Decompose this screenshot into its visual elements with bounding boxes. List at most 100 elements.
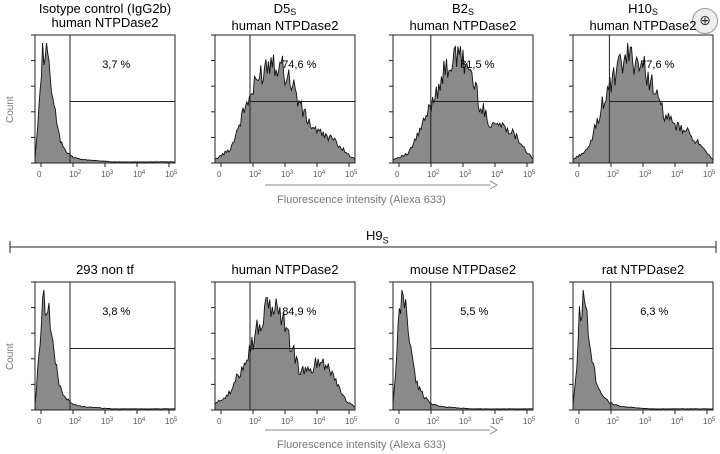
panel-title-main: mouse NTPDase2 bbox=[409, 262, 517, 277]
x-tick-exponent: 2 bbox=[78, 417, 82, 423]
x-tick-label: 105 bbox=[165, 170, 178, 179]
panel-title-line2: human NTPDase2 bbox=[409, 18, 517, 33]
x-axis-arrow-head-1 bbox=[489, 180, 499, 190]
x-tick-label: 102 bbox=[249, 417, 262, 426]
x-tick-label: 103 bbox=[281, 417, 294, 426]
panel-title-subscript: S bbox=[467, 7, 474, 17]
histogram-area bbox=[392, 45, 534, 164]
x-tick-label: 0 bbox=[575, 417, 580, 426]
x-tick-label: 0 bbox=[575, 170, 580, 179]
panel-title-subscript: S bbox=[290, 7, 297, 17]
x-tick-label: 105 bbox=[703, 170, 716, 179]
gate-percent-label: 81,5 % bbox=[460, 59, 495, 71]
x-tick-exponent: 2 bbox=[258, 417, 262, 423]
x-tick-label: 104 bbox=[491, 417, 504, 426]
x-tick-label: 0 bbox=[395, 417, 400, 426]
x-tick-label: 103 bbox=[459, 170, 472, 179]
panel-title: D5S human NTPDase2 bbox=[185, 2, 385, 33]
x-tick-label: 102 bbox=[607, 417, 620, 426]
x-tick-exponent: 2 bbox=[258, 170, 262, 176]
x-axis-label-bottom: Fluorescence intensity (Alexa 633) bbox=[277, 439, 446, 451]
histogram-panel-4: 0 102 103 104 105 bbox=[569, 34, 716, 179]
x-tick-label: 104 bbox=[671, 170, 684, 179]
histogram-area bbox=[34, 42, 176, 164]
x-tick-label: 0 bbox=[217, 170, 222, 179]
gate-percent-label: 77,6 % bbox=[640, 59, 675, 71]
panel-title: 293 non tf bbox=[5, 263, 205, 277]
x-tick-label: 104 bbox=[671, 417, 684, 426]
panel-title-line1: D5S bbox=[185, 2, 385, 19]
x-tick-exponent: 3 bbox=[110, 170, 114, 176]
gate-percent-label: 5,5 % bbox=[460, 306, 489, 318]
x-tick-label: 103 bbox=[101, 170, 114, 179]
panel-title: B2S human NTPDase2 bbox=[363, 2, 563, 33]
group-label: H9S bbox=[366, 228, 389, 246]
x-tick-exponent: 3 bbox=[648, 417, 652, 423]
x-axis-arrow-head-2 bbox=[489, 425, 499, 435]
x-tick-label: 104 bbox=[313, 170, 326, 179]
panel-title-main: human NTPDase2 bbox=[231, 262, 339, 277]
panel-title-line1: rat NTPDase2 bbox=[543, 263, 720, 277]
x-tick-exponent: 3 bbox=[468, 417, 472, 423]
panel-title-line2: human NTPDase2 bbox=[231, 18, 339, 33]
x-tick-exponent: 5 bbox=[532, 170, 536, 176]
x-tick-exponent: 2 bbox=[616, 417, 620, 423]
x-tick-label: 102 bbox=[69, 417, 82, 426]
x-tick-exponent: 4 bbox=[322, 417, 326, 423]
histogram-panel-7: 0 102 103 104 105 bbox=[389, 281, 536, 426]
x-tick-exponent: 2 bbox=[78, 170, 82, 176]
x-tick-exponent: 2 bbox=[616, 170, 620, 176]
gate-percent-label: 6,3 % bbox=[640, 306, 669, 318]
x-tick-label: 105 bbox=[165, 417, 178, 426]
x-tick-exponent: 5 bbox=[174, 417, 178, 423]
x-tick-label: 0 bbox=[217, 417, 222, 426]
x-tick-exponent: 4 bbox=[142, 417, 146, 423]
gate-percent-label: 84,9 % bbox=[282, 306, 317, 318]
group-label-sub: S bbox=[382, 235, 389, 246]
histogram-panel-5: 0 102 103 104 105 bbox=[31, 281, 178, 426]
histogram-panel-3: 0 102 103 104 105 bbox=[389, 34, 536, 179]
x-tick-label: 103 bbox=[281, 170, 294, 179]
panel-title-line1: H10S bbox=[543, 2, 720, 19]
x-tick-label: 102 bbox=[427, 170, 440, 179]
histogram-area bbox=[572, 289, 714, 411]
gate-percent-label: 3,8 % bbox=[102, 306, 131, 318]
x-tick-exponent: 4 bbox=[322, 170, 326, 176]
x-tick-label: 103 bbox=[639, 417, 652, 426]
x-tick-exponent: 4 bbox=[500, 417, 504, 423]
zoom-in-icon[interactable]: ⊕ bbox=[692, 8, 718, 34]
y-axis-label: Count bbox=[5, 343, 16, 370]
x-tick-label: 105 bbox=[523, 417, 536, 426]
x-tick-label: 104 bbox=[491, 170, 504, 179]
x-tick-exponent: 5 bbox=[712, 170, 716, 176]
panel-title-line2: human NTPDase2 bbox=[51, 15, 159, 30]
x-tick-label: 104 bbox=[313, 417, 326, 426]
panel-title-line1: human NTPDase2 bbox=[185, 263, 385, 277]
histogram-area bbox=[392, 289, 534, 411]
x-tick-label: 102 bbox=[427, 417, 440, 426]
histogram-area bbox=[572, 42, 714, 164]
y-axis-label: Count bbox=[5, 96, 16, 123]
x-tick-exponent: 5 bbox=[174, 170, 178, 176]
x-tick-label: 103 bbox=[639, 170, 652, 179]
panel-title-subscript: S bbox=[651, 7, 658, 17]
group-label-main: H9 bbox=[366, 228, 383, 243]
panel-title-line1: B2S bbox=[363, 2, 563, 19]
x-tick-label: 102 bbox=[69, 170, 82, 179]
x-tick-exponent: 5 bbox=[354, 170, 358, 176]
x-tick-label: 102 bbox=[607, 170, 620, 179]
x-tick-label: 105 bbox=[345, 417, 358, 426]
x-tick-label: 102 bbox=[249, 170, 262, 179]
x-tick-label: 104 bbox=[133, 170, 146, 179]
x-tick-exponent: 5 bbox=[532, 417, 536, 423]
panel-title-line1: Isotype control (IgG2b) bbox=[5, 2, 205, 16]
x-tick-exponent: 4 bbox=[680, 417, 684, 423]
panel-title: rat NTPDase2 bbox=[543, 263, 720, 277]
panel-title-main: Isotype control (IgG2b) bbox=[38, 1, 172, 16]
panel-title-main: rat NTPDase2 bbox=[601, 262, 685, 277]
x-tick-exponent: 4 bbox=[142, 170, 146, 176]
x-tick-label: 105 bbox=[345, 170, 358, 179]
x-tick-label: 103 bbox=[101, 417, 114, 426]
panel-title-line1: 293 non tf bbox=[5, 263, 205, 277]
panel-title-main: D5 bbox=[273, 1, 291, 16]
